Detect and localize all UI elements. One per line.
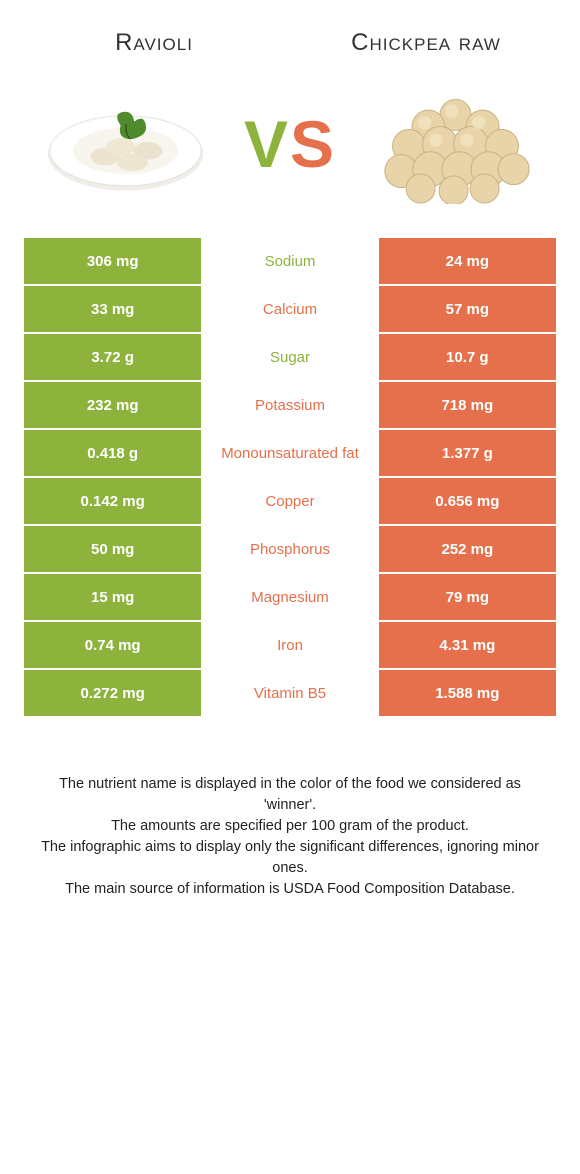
value-right: 1.588 mg [379, 670, 556, 716]
food-title-left: Ravioli [54, 30, 254, 56]
value-left: 50 mg [24, 526, 201, 572]
nutrient-label: Potassium [201, 382, 378, 428]
value-right: 252 mg [379, 526, 556, 572]
value-left: 232 mg [24, 382, 201, 428]
table-row: 33 mgCalcium57 mg [24, 286, 556, 334]
table-row: 0.142 mgCopper0.656 mg [24, 478, 556, 526]
value-right: 57 mg [379, 286, 556, 332]
header: Ravioli Chickpea raw [24, 30, 556, 74]
plate-icon [43, 89, 208, 199]
vs-v: V [244, 107, 290, 181]
food-title-right: Chickpea raw [326, 30, 526, 56]
value-right: 24 mg [379, 238, 556, 284]
nutrient-label: Sodium [201, 238, 378, 284]
value-left: 15 mg [24, 574, 201, 620]
value-left: 0.74 mg [24, 622, 201, 668]
nutrient-label: Phosphorus [201, 526, 378, 572]
nutrient-label: Sugar [201, 334, 378, 380]
footer-line-2: The amounts are specified per 100 gram o… [32, 816, 548, 837]
value-left: 33 mg [24, 286, 201, 332]
nutrient-label: Calcium [201, 286, 378, 332]
footer-line-1: The nutrient name is displayed in the co… [32, 774, 548, 816]
footer-line-3: The infographic aims to display only the… [32, 837, 548, 879]
chickpea-pile-icon [378, 84, 533, 204]
nutrient-label: Magnesium [201, 574, 378, 620]
table-row: 15 mgMagnesium79 mg [24, 574, 556, 622]
value-right: 4.31 mg [379, 622, 556, 668]
nutrient-label: Iron [201, 622, 378, 668]
table-row: 0.272 mgVitamin B51.588 mg [24, 670, 556, 718]
value-right: 1.377 g [379, 430, 556, 476]
images-row: VS [24, 74, 556, 234]
nutrient-label: Monounsaturated fat [201, 430, 378, 476]
value-left: 3.72 g [24, 334, 201, 380]
ravioli-image [40, 84, 210, 204]
table-row: 0.418 gMonounsaturated fat1.377 g [24, 430, 556, 478]
value-left: 0.272 mg [24, 670, 201, 716]
table-row: 306 mgSodium24 mg [24, 238, 556, 286]
footer-line-4: The main source of information is USDA F… [32, 879, 548, 900]
chickpea-image [370, 84, 540, 204]
value-right: 0.656 mg [379, 478, 556, 524]
table-row: 3.72 gSugar10.7 g [24, 334, 556, 382]
table-row: 50 mgPhosphorus252 mg [24, 526, 556, 574]
table-row: 0.74 mgIron4.31 mg [24, 622, 556, 670]
vs-s: S [290, 107, 336, 181]
nutrient-label: Vitamin B5 [201, 670, 378, 716]
value-right: 718 mg [379, 382, 556, 428]
value-left: 0.142 mg [24, 478, 201, 524]
nutrient-table: 306 mgSodium24 mg33 mgCalcium57 mg3.72 g… [24, 238, 556, 718]
value-left: 306 mg [24, 238, 201, 284]
value-right: 10.7 g [379, 334, 556, 380]
value-left: 0.418 g [24, 430, 201, 476]
footer-notes: The nutrient name is displayed in the co… [24, 774, 556, 900]
table-row: 232 mgPotassium718 mg [24, 382, 556, 430]
nutrient-label: Copper [201, 478, 378, 524]
vs-label: VS [244, 111, 336, 177]
value-right: 79 mg [379, 574, 556, 620]
